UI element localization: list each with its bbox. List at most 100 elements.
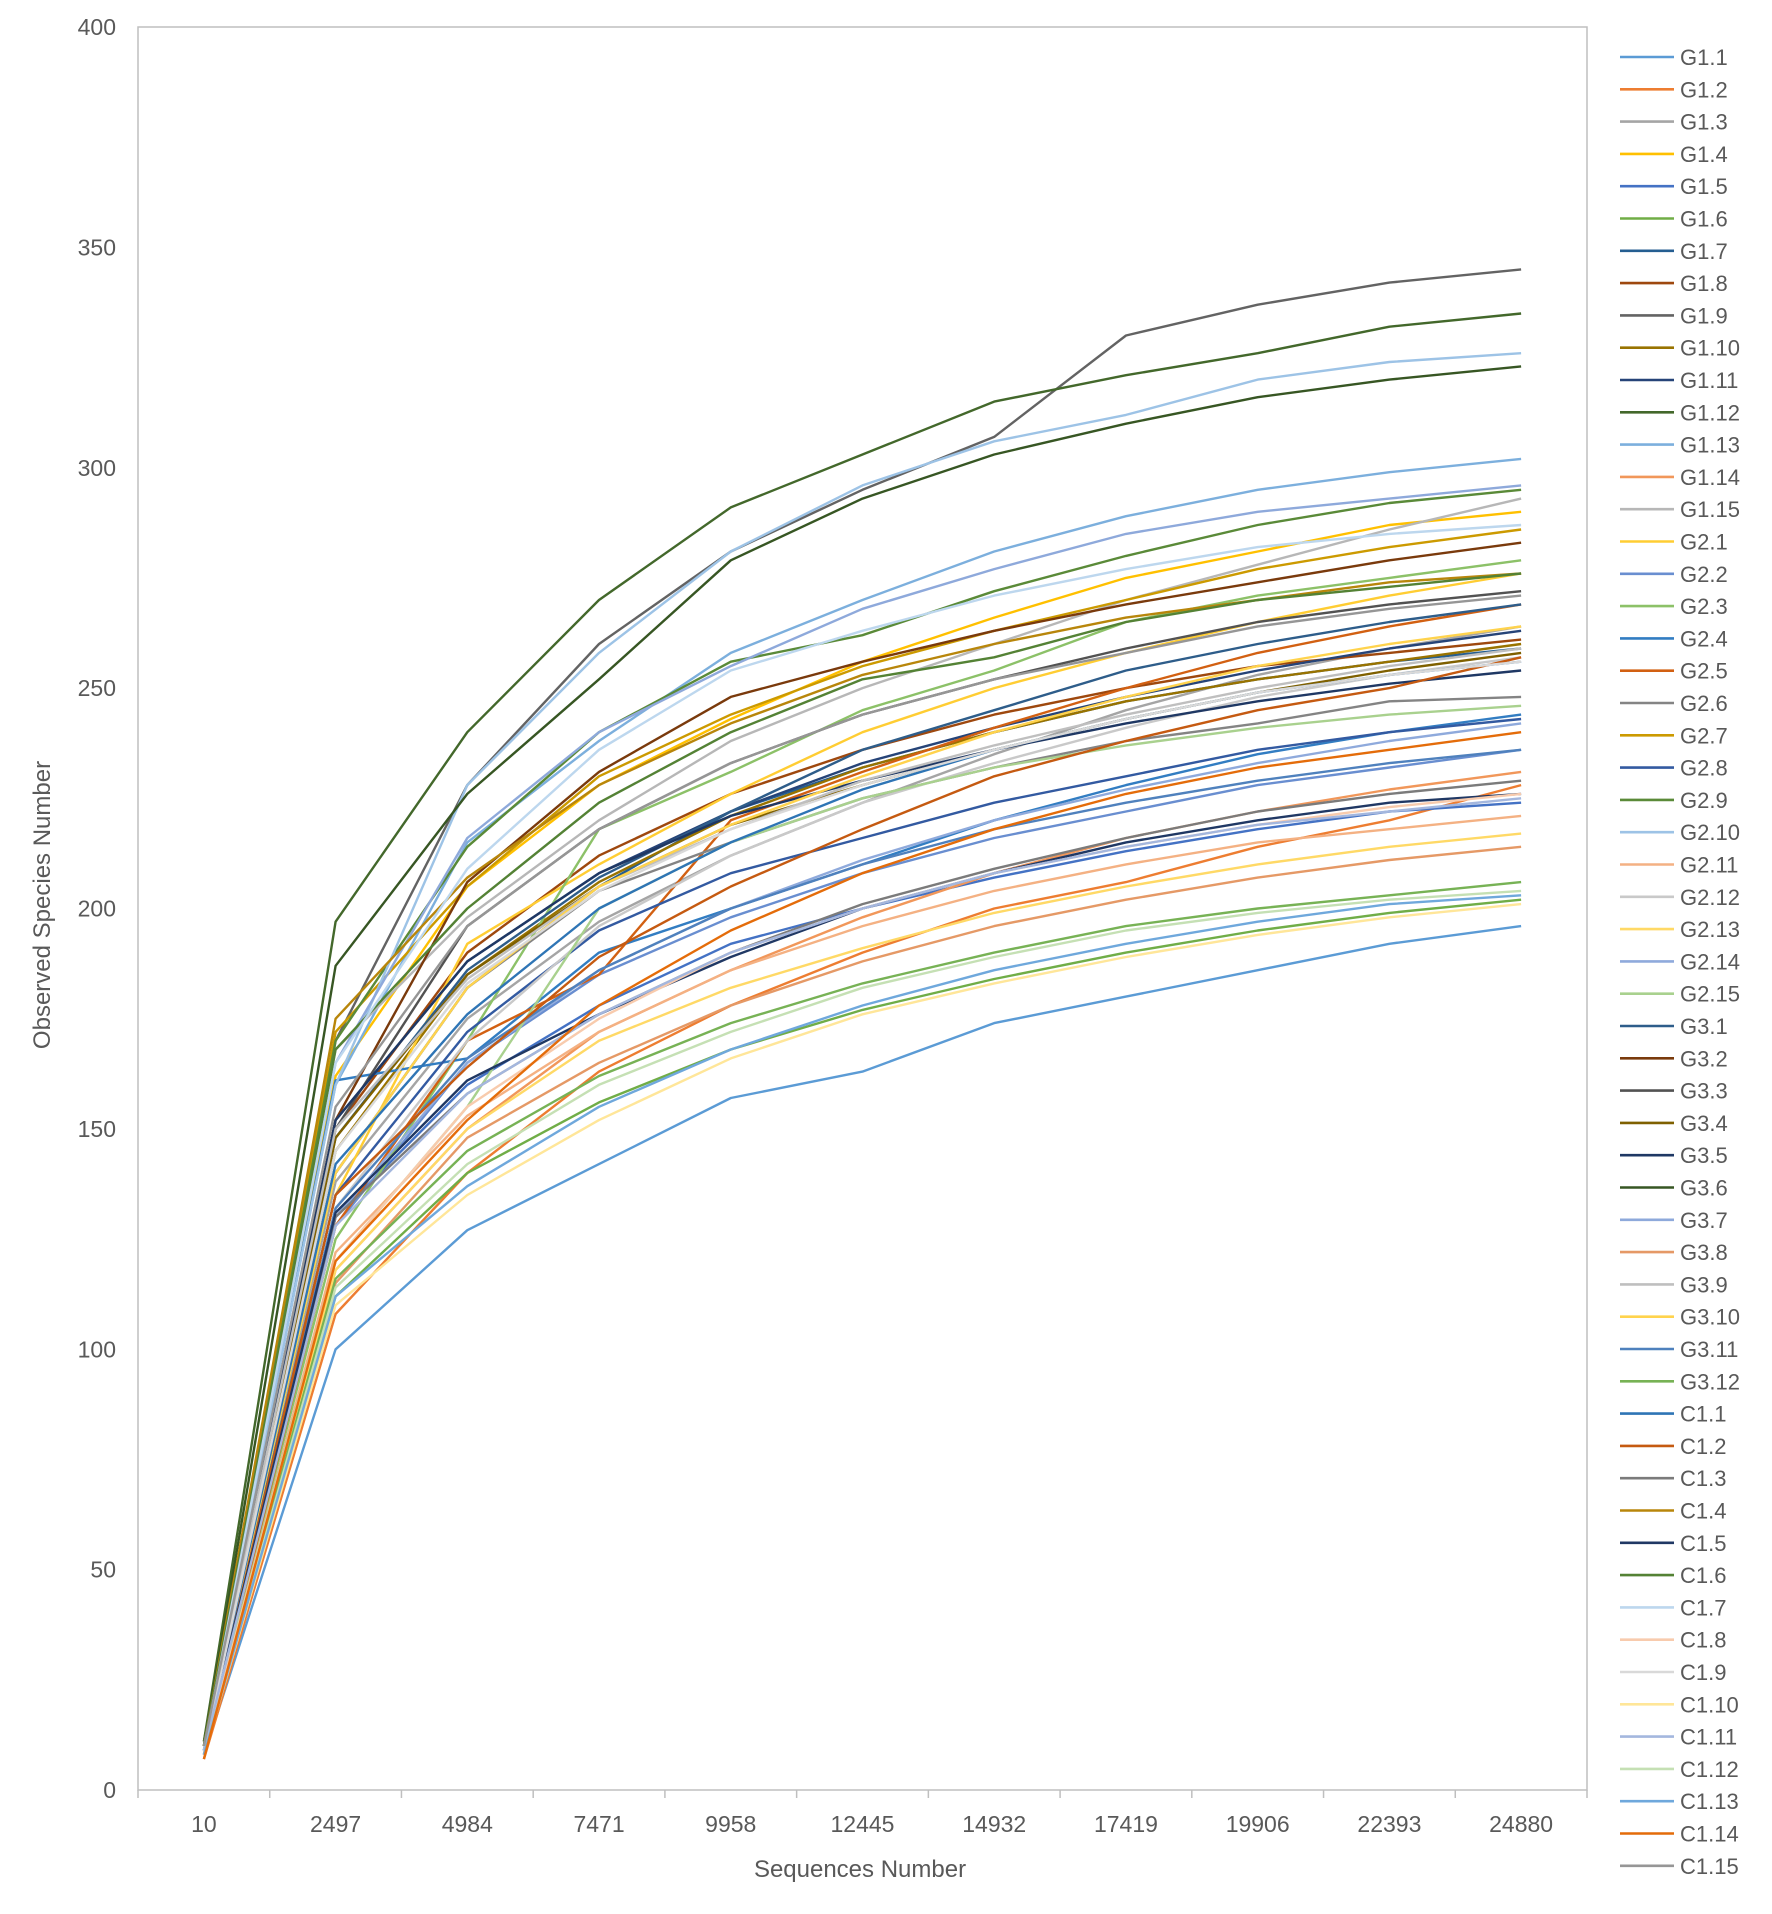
x-tick-label: 14932 [962,1811,1026,1837]
series-line-G3-1 [202,603,1522,1751]
series-line-G2-8 [202,717,1522,1751]
series-line-G1-1 [202,924,1522,1756]
legend-label: G1.14 [1680,465,1740,490]
legend-label: G2.10 [1680,820,1740,845]
legend-item: C1.11 [1620,1725,1737,1750]
legend-item: G2.11 [1620,853,1738,878]
y-axis-label: Observed Species Number [29,761,56,1049]
legend-label: G2.4 [1680,626,1728,651]
legend-label: G3.4 [1680,1111,1728,1136]
legend-label: G3.5 [1680,1143,1728,1168]
legend-label: G1.8 [1680,271,1728,296]
x-tick-label: 9958 [705,1811,756,1837]
series-line-G2-15 [202,704,1522,1751]
legend-item: G1.3 [1620,110,1728,135]
series-line-G1-14 [202,770,1522,1756]
series-line-G3-10 [202,625,1522,1751]
y-tick-label: 300 [78,455,116,481]
legend-item: G2.2 [1620,562,1728,587]
legend-item: G1.2 [1620,77,1728,102]
x-tick-label: 2497 [310,1811,361,1837]
plot-border [137,26,1588,1791]
series-line-G1-13 [202,457,1522,1747]
series-line-G1-3 [202,625,1522,1751]
series-line-G1-10 [202,642,1522,1751]
legend-item: G1.6 [1620,207,1728,232]
series-line-G1-8 [202,638,1522,1747]
legend-item: C1.7 [1620,1595,1726,1620]
series-line-C1-7 [202,523,1522,1751]
series-line-G2-12 [202,656,1522,1751]
legend-item: G2.15 [1620,982,1740,1007]
legend-label: C1.5 [1680,1531,1726,1556]
legend-label: C1.14 [1680,1822,1739,1847]
legend-label: G2.13 [1680,917,1740,942]
series-line-C1-4 [202,572,1522,1747]
legend-item: C1.13 [1620,1789,1739,1814]
legend-label: G1.12 [1680,400,1740,425]
legend-item: G3.5 [1620,1143,1728,1168]
legend-label: C1.2 [1680,1434,1726,1459]
legend-label: G3.12 [1680,1369,1740,1394]
legend-label: G1.11 [1680,368,1738,393]
x-tick-label: 10 [191,1811,217,1837]
legend-label: G2.2 [1680,562,1728,587]
series-line-G1-6 [202,898,1522,1756]
legend-label: G3.10 [1680,1305,1740,1330]
legend-item: G1.11 [1620,368,1738,393]
legend-item: G2.3 [1620,594,1728,619]
x-tick-label: 12445 [831,1811,895,1837]
x-tick-label: 24880 [1489,1811,1553,1837]
series-line-G2-6 [202,695,1522,1747]
legend-label: G2.7 [1680,723,1728,748]
series-line-G3-9 [202,647,1522,1751]
legend-label: C1.9 [1680,1660,1726,1685]
legend-item: C1.5 [1620,1531,1726,1556]
legend-item: G2.6 [1620,691,1728,716]
legend-item: G1.15 [1620,497,1740,522]
series-line-C1-11 [202,797,1522,1751]
legend-item: G2.14 [1620,949,1740,974]
legend-item: G3.4 [1620,1111,1728,1136]
legend-item: G1.12 [1620,400,1740,425]
legend-label: G1.2 [1680,77,1728,102]
y-tick-label: 250 [78,675,116,701]
series-line-C1-10 [202,902,1522,1756]
x-tick-label: 17419 [1094,1811,1158,1837]
legend-item: G3.8 [1620,1240,1728,1265]
legend-label: G2.5 [1680,659,1728,684]
legend-item: C1.15 [1620,1854,1739,1879]
legend-item: G2.4 [1620,626,1728,651]
legend-label: G2.8 [1680,756,1728,781]
legend-item: G3.10 [1620,1305,1740,1330]
legend-label: C1.4 [1680,1499,1726,1524]
legend-item: G1.1 [1620,45,1728,70]
series-line-G2-10 [202,352,1522,1747]
x-tick-label: 4984 [442,1811,493,1837]
legend-label: G3.8 [1680,1240,1728,1265]
series-line-G3-2 [202,541,1522,1751]
legend-label: G2.1 [1680,530,1728,555]
y-tick-label: 50 [90,1557,116,1583]
series-lines [202,268,1522,1760]
legend-item: G1.13 [1620,433,1740,458]
y-tick-label: 350 [78,234,116,260]
legend-label: G2.3 [1680,594,1728,619]
legend-label: G3.6 [1680,1176,1728,1201]
legend-item: C1.1 [1620,1402,1726,1427]
series-line-G2-11 [202,814,1522,1756]
legend-label: G1.7 [1680,239,1728,264]
legend-item: G2.12 [1620,885,1740,910]
series-line-C1-12 [202,889,1522,1756]
legend-item: C1.6 [1620,1563,1726,1588]
series-line-G1-4 [202,510,1522,1747]
legend-label: G3.9 [1680,1272,1728,1297]
x-axis: 10 2497 4984 7471 9958 12445 14932 17419 19906 22… [137,1790,1588,1837]
legend-item: G2.8 [1620,756,1728,781]
legend-label: G2.14 [1680,949,1740,974]
legend-label: G2.12 [1680,885,1740,910]
y-tick-label: 200 [78,896,116,922]
series-line-C1-9 [202,660,1522,1751]
legend-item: G1.8 [1620,271,1728,296]
legend-item: C1.4 [1620,1499,1726,1524]
